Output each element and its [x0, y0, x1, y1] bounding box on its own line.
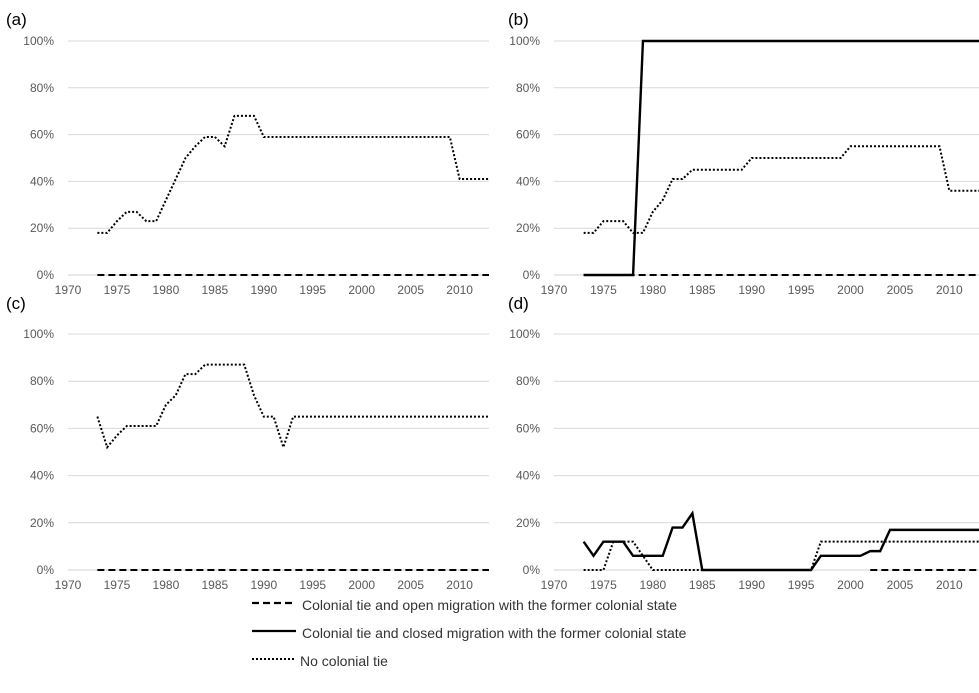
series-line-dotted — [583, 540, 979, 571]
x-tick-label: 2010 — [446, 283, 473, 297]
x-tick-label: 1995 — [299, 578, 326, 590]
panel-label: (a) — [6, 10, 27, 29]
y-tick-label: 60% — [516, 128, 540, 142]
x-tick-label: 2005 — [887, 283, 914, 297]
chart-panel: (a) 0% 20% 40% 60% 80% 100% 1970 1975 1980 1985 199… — [6, 10, 489, 297]
x-tick-label: 1985 — [689, 578, 716, 590]
y-tick-label: 60% — [30, 421, 54, 435]
panel-label: (d) — [508, 294, 529, 313]
y-tick-label: 20% — [516, 221, 540, 235]
x-tick-label: 1980 — [639, 283, 666, 297]
y-tick-label: 100% — [509, 327, 540, 341]
x-tick-label: 2000 — [348, 283, 375, 297]
x-tick-label: 1970 — [55, 283, 82, 297]
x-tick-label: 2000 — [837, 578, 864, 590]
y-tick-label: 60% — [30, 128, 54, 142]
x-tick-label: 2005 — [397, 578, 424, 590]
legend-dashed-swatch — [252, 601, 296, 605]
y-tick-label: 100% — [23, 34, 54, 48]
y-tick-label: 0% — [37, 563, 55, 577]
x-tick-label: 1985 — [689, 283, 716, 297]
legend-label-none: No colonial tie — [300, 653, 388, 669]
y-tick-label: 40% — [516, 174, 540, 188]
x-tick-label: 1975 — [104, 578, 131, 590]
y-tick-label: 0% — [37, 268, 55, 282]
x-tick-label: 1990 — [738, 283, 765, 297]
chart-panel: (d) 0% 20% 40% 60% 80% 100% 1970 1975 1980 1985 199… — [508, 294, 979, 590]
y-tick-label: 20% — [30, 516, 54, 530]
x-tick-label: 1985 — [202, 578, 229, 590]
x-tick-label: 1970 — [541, 578, 568, 590]
x-tick-label: 2010 — [936, 283, 963, 297]
x-tick-label: 1990 — [250, 283, 277, 297]
legend: Colonial tie and open migration with the… — [252, 594, 812, 678]
x-tick-label: 1970 — [55, 578, 82, 590]
y-tick-label: 40% — [30, 469, 54, 483]
x-tick-label: 1975 — [590, 578, 617, 590]
series-line-dotted — [96, 363, 489, 451]
y-tick-label: 100% — [23, 327, 54, 341]
legend-label-closed: Colonial tie and closed migration with t… — [302, 625, 687, 641]
figure-panels: (a) 0% 20% 40% 60% 80% 100% 1970 1975 1980 1985 199… — [6, 10, 979, 590]
y-tick-label: 100% — [509, 34, 540, 48]
x-tick-label: 1995 — [788, 578, 815, 590]
x-tick-label: 1985 — [202, 283, 229, 297]
x-tick-label: 1975 — [590, 283, 617, 297]
chart-panel: (b) 0% 20% 40% 60% 80% 100% 1970 1975 1980 1985 199… — [508, 10, 979, 297]
x-tick-label: 2010 — [446, 578, 473, 590]
x-tick-label: 1980 — [153, 283, 180, 297]
x-tick-label: 1990 — [738, 578, 765, 590]
y-tick-label: 0% — [523, 268, 541, 282]
y-tick-label: 80% — [30, 374, 54, 388]
y-tick-label: 20% — [516, 516, 540, 530]
x-tick-label: 1995 — [299, 283, 326, 297]
panel-label: (b) — [508, 10, 529, 29]
y-tick-label: 80% — [516, 374, 540, 388]
legend-item-open: Colonial tie and open migration with the… — [252, 594, 812, 622]
y-tick-label: 40% — [516, 469, 540, 483]
y-tick-label: 20% — [30, 221, 54, 235]
legend-item-closed: Colonial tie and closed migration with t… — [252, 622, 812, 650]
x-tick-label: 2005 — [397, 283, 424, 297]
x-tick-label: 1995 — [788, 283, 815, 297]
legend-item-none: No colonial tie — [252, 650, 812, 678]
x-tick-label: 2000 — [837, 283, 864, 297]
x-tick-label: 1970 — [541, 283, 568, 297]
x-tick-label: 1990 — [250, 578, 277, 590]
legend-dotted-swatch — [252, 658, 296, 660]
legend-label-open: Colonial tie and open migration with the… — [302, 597, 678, 613]
y-tick-label: 0% — [523, 563, 541, 577]
y-tick-label: 40% — [30, 174, 54, 188]
x-tick-label: 1975 — [104, 283, 131, 297]
x-tick-label: 1980 — [639, 578, 666, 590]
series-line-solid — [583, 39, 979, 277]
y-tick-label: 80% — [30, 81, 54, 95]
series-line-solid — [582, 510, 979, 572]
chart-panel: (c) 0% 20% 40% 60% 80% 100% 1970 1975 1980 1985 199… — [6, 294, 489, 590]
legend-solid-swatch — [252, 629, 296, 633]
series-line-dotted — [583, 145, 979, 234]
y-tick-label: 60% — [516, 421, 540, 435]
x-tick-label: 2000 — [348, 578, 375, 590]
x-tick-label: 1980 — [153, 578, 180, 590]
panel-label: (c) — [6, 294, 26, 313]
x-tick-label: 2005 — [887, 578, 914, 590]
x-tick-label: 2010 — [936, 578, 963, 590]
y-tick-label: 80% — [516, 81, 540, 95]
series-line-dotted — [97, 114, 489, 234]
